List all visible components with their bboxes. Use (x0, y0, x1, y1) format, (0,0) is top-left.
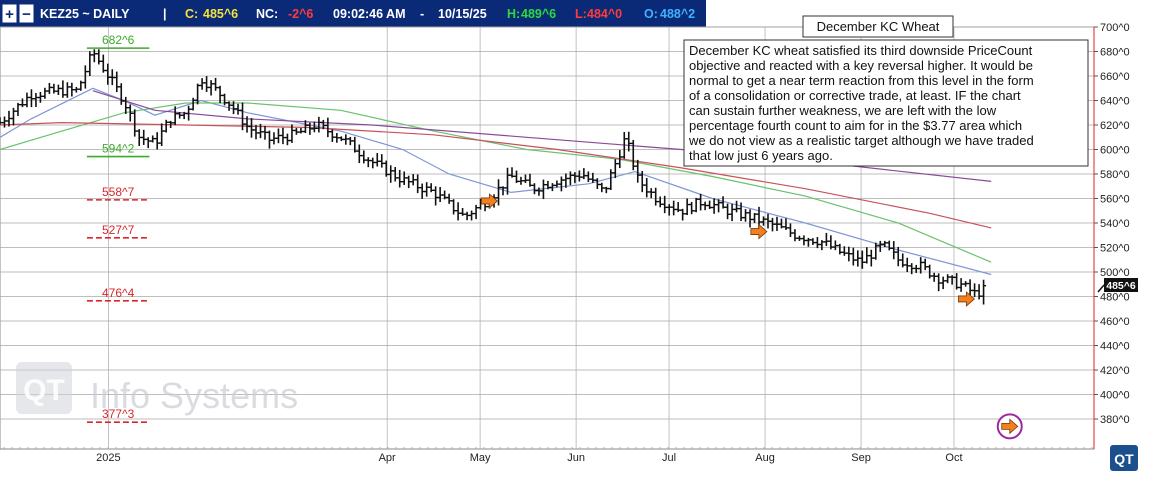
y-tick-label: 420^0 (1100, 365, 1130, 377)
header-background (0, 0, 706, 27)
y-tick-label: 640^0 (1100, 96, 1130, 108)
close-value: 485^6 (203, 7, 238, 21)
y-tick-label: 380^0 (1100, 414, 1130, 426)
y-tick-label: 520^0 (1100, 243, 1130, 255)
commentary-line: December KC wheat satisfied its third do… (689, 43, 1033, 58)
x-tick-label: Aug (755, 452, 775, 464)
y-tick-label: 400^0 (1100, 390, 1130, 402)
y-axis: 700^0 680^0 660^0 640^0 620^0 600^0 580^0 560^0… (1093, 22, 1130, 449)
commentary-title-box (802, 15, 954, 38)
moving-average-blue (0, 87, 992, 276)
add-icon-box[interactable] (1, 3, 18, 24)
price-level-label: 558^7 (102, 185, 135, 199)
moving-average-green (0, 102, 992, 263)
commentary-line: normal to get a near term reaction from … (689, 73, 1034, 88)
y-tick-label: 600^0 (1100, 145, 1130, 157)
commentary-body: December KC wheat satisfied its third do… (688, 43, 1034, 163)
corner-logo-icon: QT (1114, 451, 1134, 467)
price-level-label: 476^4 (102, 286, 135, 300)
high-value: 489^6 (521, 7, 556, 21)
x-tick-label: May (470, 452, 491, 464)
commentary-line: percentage fourth count to aim for in th… (689, 118, 1022, 133)
last-price-pointer (1097, 284, 1105, 293)
moving-average-red (0, 121, 992, 229)
y-tick-label: 560^0 (1100, 194, 1130, 206)
corner-logo: QT (1110, 445, 1138, 471)
y-tick-label: 660^0 (1100, 71, 1130, 83)
commentary-line: can sustain further weakness, we are lef… (689, 103, 997, 118)
open-value: 488^2 (660, 7, 695, 21)
corner-logo-box (1110, 445, 1138, 471)
commentary-line: that low just 6 years ago. (689, 148, 833, 163)
header-dash: - (420, 7, 424, 21)
right-arrow-icon (480, 193, 498, 209)
right-arrow-icon (750, 223, 768, 240)
y-tick-label: 580^0 (1100, 169, 1130, 181)
price-level-label: 527^7 (102, 223, 135, 237)
commentary-line: we do not view as a realistic target alt… (688, 133, 1034, 148)
y-tick-label: 700^0 (1100, 22, 1130, 34)
close-label: C: (185, 7, 198, 21)
header-separator: | (163, 7, 167, 21)
symbol-label: KEZ25 ~ DAILY (40, 7, 130, 21)
commentary-line: objective and reacted with a key reversa… (689, 58, 1033, 73)
x-tick-label: Jul (662, 452, 676, 464)
commentary-title: December KC Wheat (817, 19, 940, 34)
y-tick-label: 500^0 (1100, 267, 1130, 279)
y-tick-label: 440^0 (1100, 341, 1130, 353)
x-tick-label: Oct (945, 452, 962, 464)
plus-icon[interactable]: + (5, 6, 14, 23)
commentary-line: of a consolidation or corrective trade, … (689, 88, 1021, 103)
low-value: 484^0 (587, 7, 622, 21)
y-tick-label: 680^0 (1100, 47, 1130, 59)
x-tick-label: Apr (379, 452, 396, 464)
high-label: H: (507, 7, 520, 21)
open-label: O: (644, 7, 658, 21)
commentary-body-box (683, 39, 1089, 167)
watermark-logo-box (16, 362, 72, 414)
net-change-value: -2^6 (288, 7, 313, 21)
quote-time: 09:02:46 AM (333, 7, 406, 21)
low-label: L: (575, 7, 587, 21)
price-level-label: 594^2 (102, 142, 135, 156)
minus-icon[interactable]: − (22, 6, 31, 23)
last-price-box (1104, 278, 1138, 292)
remove-icon-box[interactable] (18, 3, 35, 24)
quote-header: + − KEZ25 ~ DAILY | C: 485^6 NC: -2^6 09… (0, 0, 706, 27)
watermark: QT Info Systems (16, 362, 298, 416)
y-tick-label: 540^0 (1100, 218, 1130, 230)
y-tick-label: 620^0 (1100, 120, 1130, 132)
price-level-label: 682^6 (102, 33, 135, 47)
price-level-label: 377^3 (102, 407, 135, 421)
y-tick-label: 460^0 (1100, 316, 1130, 328)
right-arrow-icon (1001, 418, 1019, 435)
right-arrow-icon (957, 291, 975, 307)
x-tick-label: Sep (851, 452, 871, 464)
quote-date: 10/15/25 (438, 7, 487, 21)
watermark-logo: QT (23, 374, 65, 407)
price-bars (0, 49, 987, 305)
x-axis: 2025 Apr May Jun Jul Aug Sep Oct (3, 447, 1093, 464)
net-change-label: NC: (256, 7, 278, 21)
price-count-levels: 682^6 594^2 558^7 527^7 476^4 377^3 (86, 33, 150, 424)
last-price-tag: 485^6 (1097, 278, 1138, 293)
y-tick-label: 480^0 (1100, 292, 1130, 304)
watermark-text: Info Systems (90, 375, 298, 416)
signal-arrows (480, 193, 1023, 440)
commentary-box: December KC Wheat December KC wheat sati… (683, 15, 1089, 167)
x-tick-label: Jun (567, 452, 585, 464)
last-price-value: 485^6 (1106, 280, 1136, 292)
x-tick-label: 2025 (96, 452, 120, 464)
